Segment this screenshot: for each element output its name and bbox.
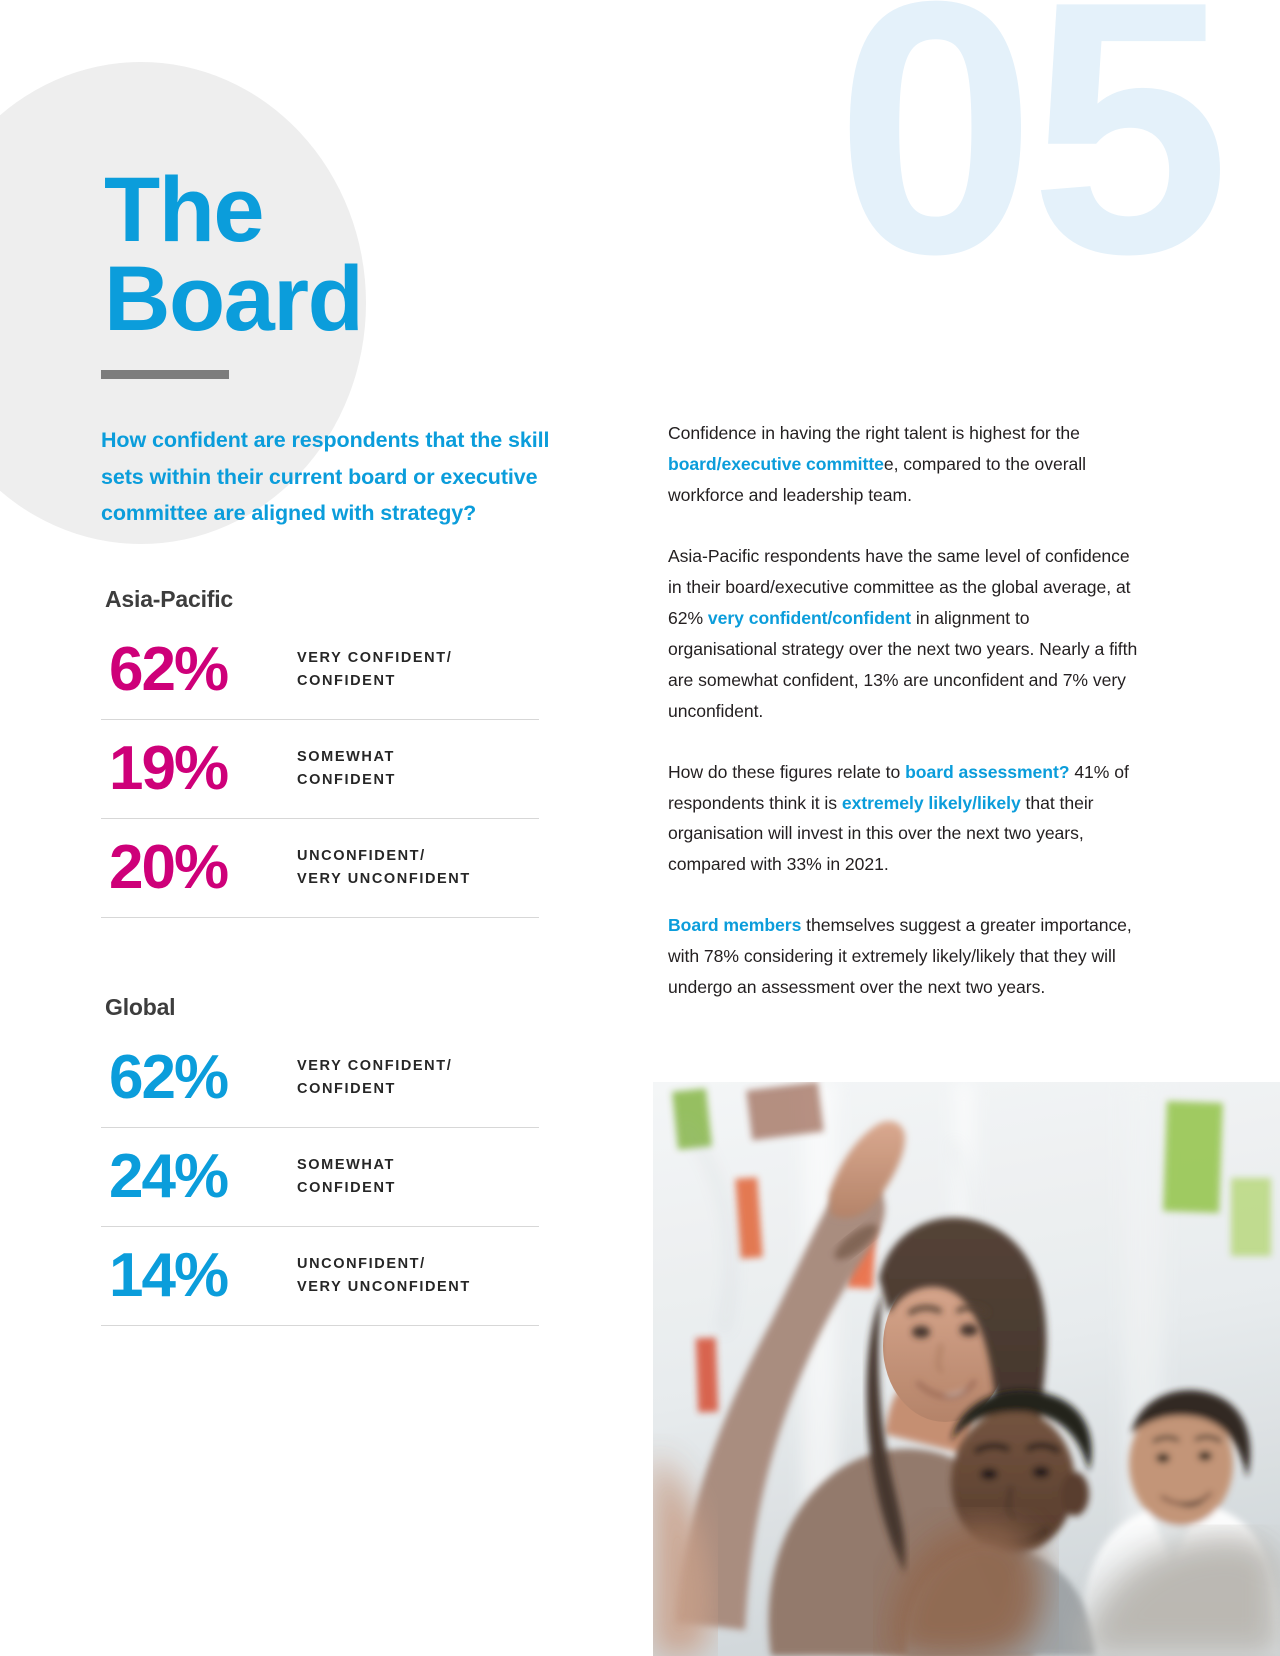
stat-row: 20% UNCONFIDENT/ VERY UNCONFIDENT: [101, 819, 539, 918]
para-3-text-a: How do these figures relate to: [668, 761, 906, 782]
left-column: The Board How confident are respondents …: [0, 0, 620, 1656]
title-divider-rule: [101, 370, 229, 379]
para-3-highlight-1: board assessment?: [905, 761, 1070, 782]
stat-label-line-1: UNCONFIDENT/: [297, 847, 426, 864]
para-1-text-a: Confidence in having the right talent is…: [668, 423, 1080, 443]
body-paragraph-1: Confidence in having the right talent is…: [668, 418, 1138, 511]
stat-value: 62%: [109, 1043, 229, 1112]
stat-label: SOMEWHAT CONFIDENT: [297, 746, 396, 793]
stat-label-line-1: VERY CONFIDENT/: [297, 1057, 453, 1074]
stat-label-line-2: VERY UNCONFIDENT: [297, 1279, 471, 1295]
stat-value: 24%: [109, 1142, 229, 1211]
body-paragraph-4: Board members themselves suggest a great…: [668, 910, 1138, 1003]
para-2-highlight: very confident/confident: [707, 607, 912, 628]
stat-label-line-2: CONFIDENT: [297, 1081, 396, 1097]
page-title-line-2: Board: [104, 247, 364, 350]
stat-value: 62%: [109, 635, 229, 704]
stat-row: 62% VERY CONFIDENT/ CONFIDENT: [101, 621, 539, 720]
para-3-text-b: 41% of respondents think it is: [668, 761, 1129, 813]
stat-label-line-2: CONFIDENT: [297, 772, 396, 788]
stat-row: 62% VERY CONFIDENT/ CONFIDENT: [101, 1029, 539, 1128]
stat-label-line-1: SOMEWHAT: [297, 748, 395, 765]
stat-label-line-2: VERY UNCONFIDENT: [297, 871, 471, 887]
stat-value: 20%: [109, 833, 229, 902]
stat-row: 14% UNCONFIDENT/ VERY UNCONFIDENT: [101, 1227, 539, 1326]
page-title-line-1: The: [104, 158, 265, 261]
section-number: 05: [835, 0, 1230, 329]
stat-label-line-1: VERY CONFIDENT/: [297, 649, 453, 666]
body-paragraph-2: Asia-Pacific respondents have the same l…: [668, 541, 1138, 727]
para-1-text-b: e, compared to the overall workforce and…: [668, 453, 1086, 505]
para-4-highlight: Board members: [668, 915, 802, 936]
para-3-highlight-2: extremely likely/likely: [841, 792, 1021, 813]
stat-label: UNCONFIDENT/ VERY UNCONFIDENT: [297, 845, 471, 892]
team-collaboration-photo: [653, 1082, 1280, 1656]
stat-value: 14%: [109, 1241, 229, 1310]
decorative-grey-circle: [0, 62, 366, 544]
stat-row: 19% SOMEWHAT CONFIDENT: [101, 720, 539, 819]
stat-label: UNCONFIDENT/ VERY UNCONFIDENT: [297, 1253, 471, 1300]
para-4-text-a: themselves suggest a greater importance,…: [668, 915, 1132, 998]
para-3-text-c: that their organisation will invest in t…: [668, 792, 1094, 875]
stat-label-line-1: UNCONFIDENT/: [297, 1255, 426, 1272]
stat-label: SOMEWHAT CONFIDENT: [297, 1154, 396, 1201]
stat-label: VERY CONFIDENT/ CONFIDENT: [297, 647, 452, 694]
stat-row: 24% SOMEWHAT CONFIDENT: [101, 1128, 539, 1227]
stat-group-label-global: Global: [105, 994, 176, 1020]
stat-label-line-2: CONFIDENT: [297, 673, 396, 689]
stat-group-global: Global 62% VERY CONFIDENT/ CONFIDENT 24%…: [101, 994, 539, 1326]
body-paragraph-3: How do these figures relate to board ass…: [668, 757, 1138, 881]
stat-value: 19%: [109, 734, 229, 803]
para-2-text-a: Asia-Pacific respondents have the same l…: [668, 545, 1131, 628]
question-heading: How confident are respondents that the s…: [101, 428, 550, 526]
page-title: The Board: [104, 164, 584, 350]
stat-label-line-2: CONFIDENT: [297, 1180, 396, 1196]
stat-group-asia-pacific: Asia-Pacific 62% VERY CONFIDENT/ CONFIDE…: [101, 586, 539, 918]
right-column: Confidence in having the right talent is…: [668, 418, 1138, 1003]
stat-label-line-1: SOMEWHAT: [297, 1156, 395, 1173]
para-1-highlight: board/executive committe: [668, 453, 884, 474]
stat-label: VERY CONFIDENT/ CONFIDENT: [297, 1055, 452, 1102]
para-2-text-b: in alignment to organisational strategy …: [668, 607, 1138, 721]
stat-group-label-asia-pacific: Asia-Pacific: [105, 586, 233, 612]
